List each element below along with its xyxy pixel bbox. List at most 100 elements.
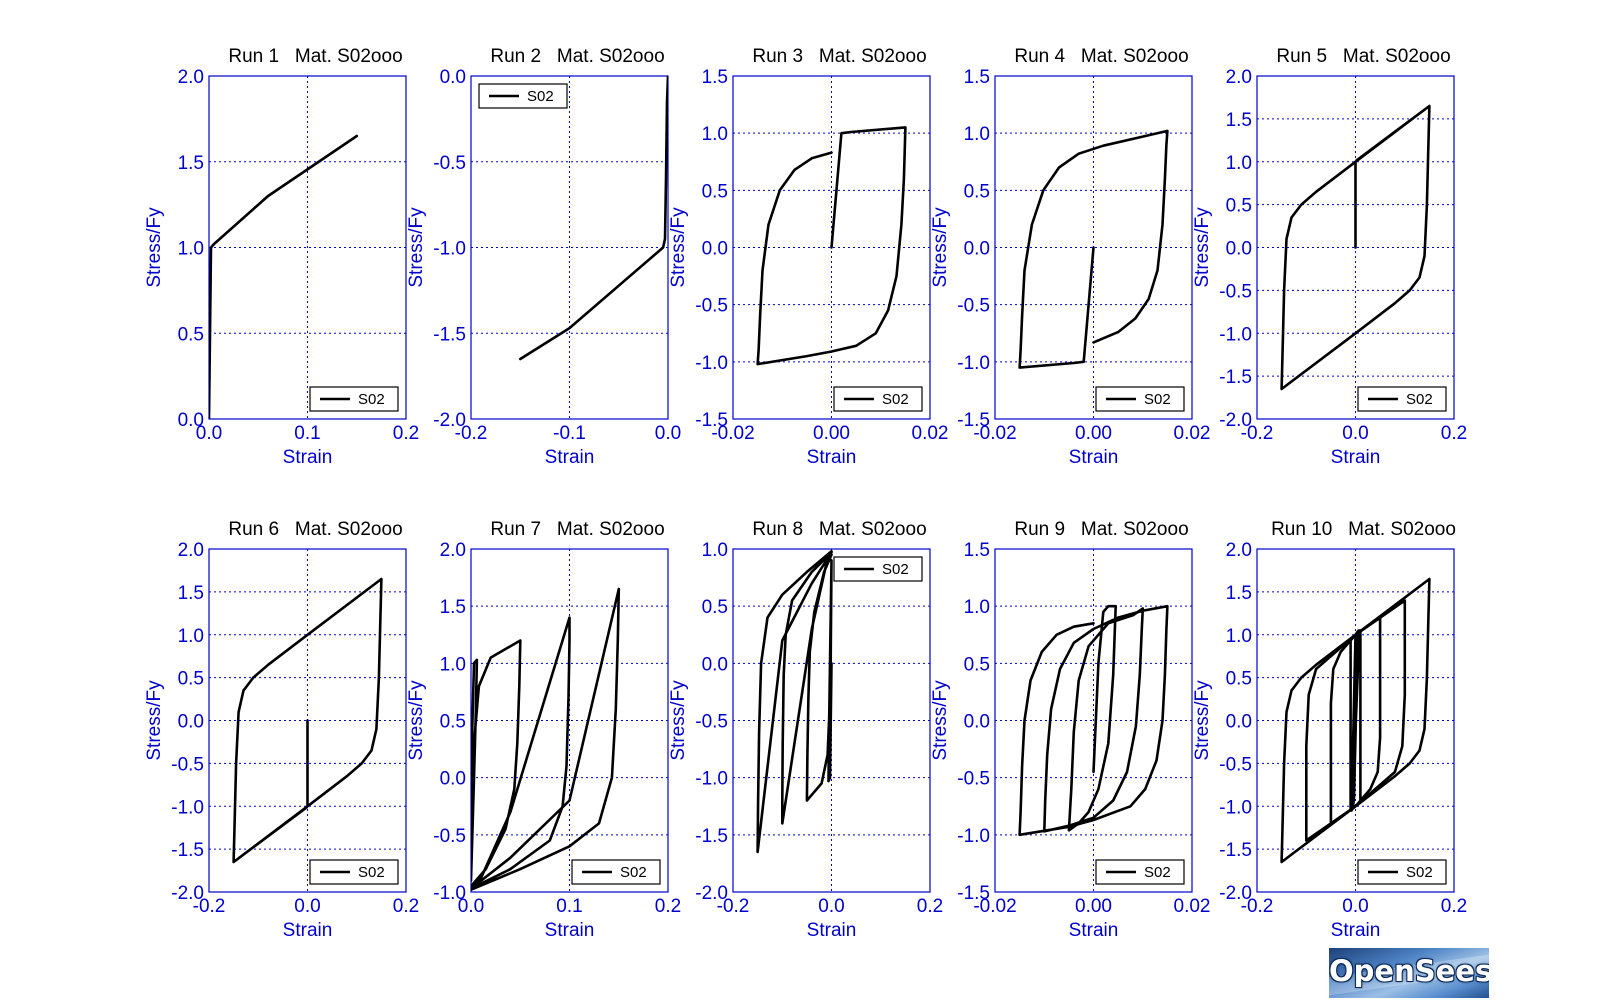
chart-panel-8: Run 8 Mat. S02ooo -0.2 0.0 0.2 -2.0 -1.5 -1.0 -… [668, 519, 943, 941]
x-tick-label: 0.0 [1342, 423, 1368, 444]
y-tick-label: 0.5 [1226, 669, 1252, 690]
x-axis-label: Strain [1331, 920, 1381, 941]
y-tick-label: -1.5 [433, 324, 466, 345]
y-axis-label: Stress/Fy [1192, 680, 1213, 761]
x-tick-label: -0.02 [711, 423, 754, 444]
legend-label: S02 [358, 864, 385, 881]
plot-frame [470, 75, 669, 420]
x-axis-label: Strain [1069, 920, 1119, 941]
y-tick-label: 2.0 [178, 540, 204, 561]
y-tick-label: 0.5 [964, 181, 990, 202]
y-tick-label: 1.0 [440, 654, 466, 675]
y-tick-label: 1.0 [964, 597, 990, 618]
y-tick-label: -1.0 [957, 353, 990, 374]
y-tick-label: -1.0 [433, 883, 466, 904]
y-tick-label: -2.0 [695, 883, 728, 904]
y-tick-label: -2.0 [1219, 883, 1252, 904]
y-tick-label: -1.0 [957, 826, 990, 847]
plot-frame [732, 548, 931, 893]
chart-panel-3: Run 3 Mat. S02ooo -0.02 0.00 0.02 -1.5 -1.0 -0… [668, 46, 948, 468]
y-tick-label: -0.5 [957, 769, 990, 790]
x-tick-label: -0.2 [1241, 423, 1274, 444]
plot-frame [994, 75, 1193, 420]
y-tick-label: -1.5 [695, 826, 728, 847]
y-axis-label: Stress/Fy [930, 680, 951, 761]
y-axis-label: Stress/Fy [144, 680, 165, 761]
y-tick-label: 1.5 [964, 540, 990, 561]
series-line-s02 [519, 76, 668, 361]
y-tick-label: -1.5 [1219, 367, 1252, 388]
chart-title: Run 3 Mat. S02ooo [752, 46, 926, 67]
chart-panel-5: Run 5 Mat. S02ooo -0.2 0.0 0.2 -2.0 -1.5 -1.0 -… [1192, 46, 1467, 468]
chart-panel-9: Run 9 Mat. S02ooo -0.02 0.00 0.02 -1.5 -1.0 -0… [930, 519, 1210, 941]
x-tick-label: 0.0 [196, 423, 222, 444]
series-line-s02 [756, 550, 833, 854]
y-tick-label: -1.5 [957, 883, 990, 904]
series-line-s02 [209, 134, 359, 419]
chart-title: Run 7 Mat. S02ooo [490, 519, 664, 540]
y-tick-label: -1.5 [695, 410, 728, 431]
y-tick-label: -1.0 [433, 239, 466, 260]
x-tick-label: -0.2 [455, 423, 488, 444]
y-tick-label: 2.0 [1226, 540, 1252, 561]
x-tick-label: -0.2 [193, 896, 226, 917]
y-tick-label: 1.5 [440, 597, 466, 618]
plot-frame [994, 548, 1193, 893]
x-tick-label: 0.02 [912, 423, 949, 444]
y-tick-label: 1.0 [178, 239, 204, 260]
legend: S02 [1095, 859, 1185, 885]
y-tick-label: -0.5 [1219, 754, 1252, 775]
y-tick-label: -0.5 [433, 153, 466, 174]
x-tick-label: -0.02 [973, 896, 1016, 917]
chart-panel-1: Run 1 Mat. S02ooo 0.0 0.1 0.2 0.0 0.5 1.0 1.5 2.… [144, 46, 419, 468]
legend: S02 [1357, 859, 1447, 885]
series-line-s02 [232, 577, 383, 864]
y-axis-label: Stress/Fy [144, 207, 165, 288]
x-tick-label: 0.2 [655, 896, 681, 917]
legend-box [571, 859, 661, 885]
y-tick-label: -1.0 [171, 797, 204, 818]
legend-label: S02 [882, 561, 909, 578]
y-tick-label: -1.0 [1219, 797, 1252, 818]
y-axis-label: Stress/Fy [406, 680, 427, 761]
legend-label: S02 [620, 864, 647, 881]
y-tick-label: -2.0 [1219, 410, 1252, 431]
x-tick-label: 0.1 [556, 896, 582, 917]
chart-panel-2: Run 2 Mat. S02ooo -0.2 -0.1 0.0 -2.0 -1.5 -1.0… [406, 46, 681, 468]
y-tick-label: 1.5 [964, 67, 990, 88]
y-tick-label: 0.0 [1226, 239, 1252, 260]
legend-label: S02 [1406, 391, 1433, 408]
y-tick-label: 0.0 [702, 239, 728, 260]
chart-panel-7: Run 7 Mat. S02ooo 0.0 0.1 0.2 -1.0 -0.5 0.0 0.5… [406, 519, 681, 941]
y-tick-label: -1.5 [957, 410, 990, 431]
x-tick-label: 0.0 [294, 896, 320, 917]
y-axis-label: Stress/Fy [1192, 207, 1213, 288]
y-tick-label: -2.0 [433, 410, 466, 431]
y-tick-label: -0.5 [695, 712, 728, 733]
legend: S02 [833, 386, 923, 412]
y-tick-label: 1.0 [702, 540, 728, 561]
x-tick-label: -0.2 [1241, 896, 1274, 917]
y-tick-label: 1.5 [178, 583, 204, 604]
y-tick-label: 0.0 [964, 712, 990, 733]
y-tick-label: 0.5 [178, 669, 204, 690]
y-tick-label: -0.5 [1219, 281, 1252, 302]
y-tick-label: -0.5 [957, 296, 990, 317]
x-tick-label: 0.0 [655, 423, 681, 444]
legend-label: S02 [527, 88, 554, 105]
y-tick-label: 1.0 [702, 124, 728, 145]
legend-label: S02 [358, 391, 385, 408]
plot-frame [1256, 548, 1455, 893]
opensees-logo: OpenSees [1329, 948, 1489, 998]
x-tick-label: -0.2 [717, 896, 750, 917]
x-tick-label: 0.00 [1075, 896, 1112, 917]
chart-title: Run 8 Mat. S02ooo [752, 519, 926, 540]
plot-frame [1256, 75, 1455, 420]
y-tick-label: 1.5 [178, 153, 204, 174]
legend-label: S02 [1406, 864, 1433, 881]
x-tick-label: 0.0 [818, 896, 844, 917]
y-axis-label: Stress/Fy [668, 680, 689, 761]
y-tick-label: 0.0 [440, 67, 466, 88]
y-tick-label: 0.0 [702, 654, 728, 675]
series-line-s02 [471, 587, 621, 891]
